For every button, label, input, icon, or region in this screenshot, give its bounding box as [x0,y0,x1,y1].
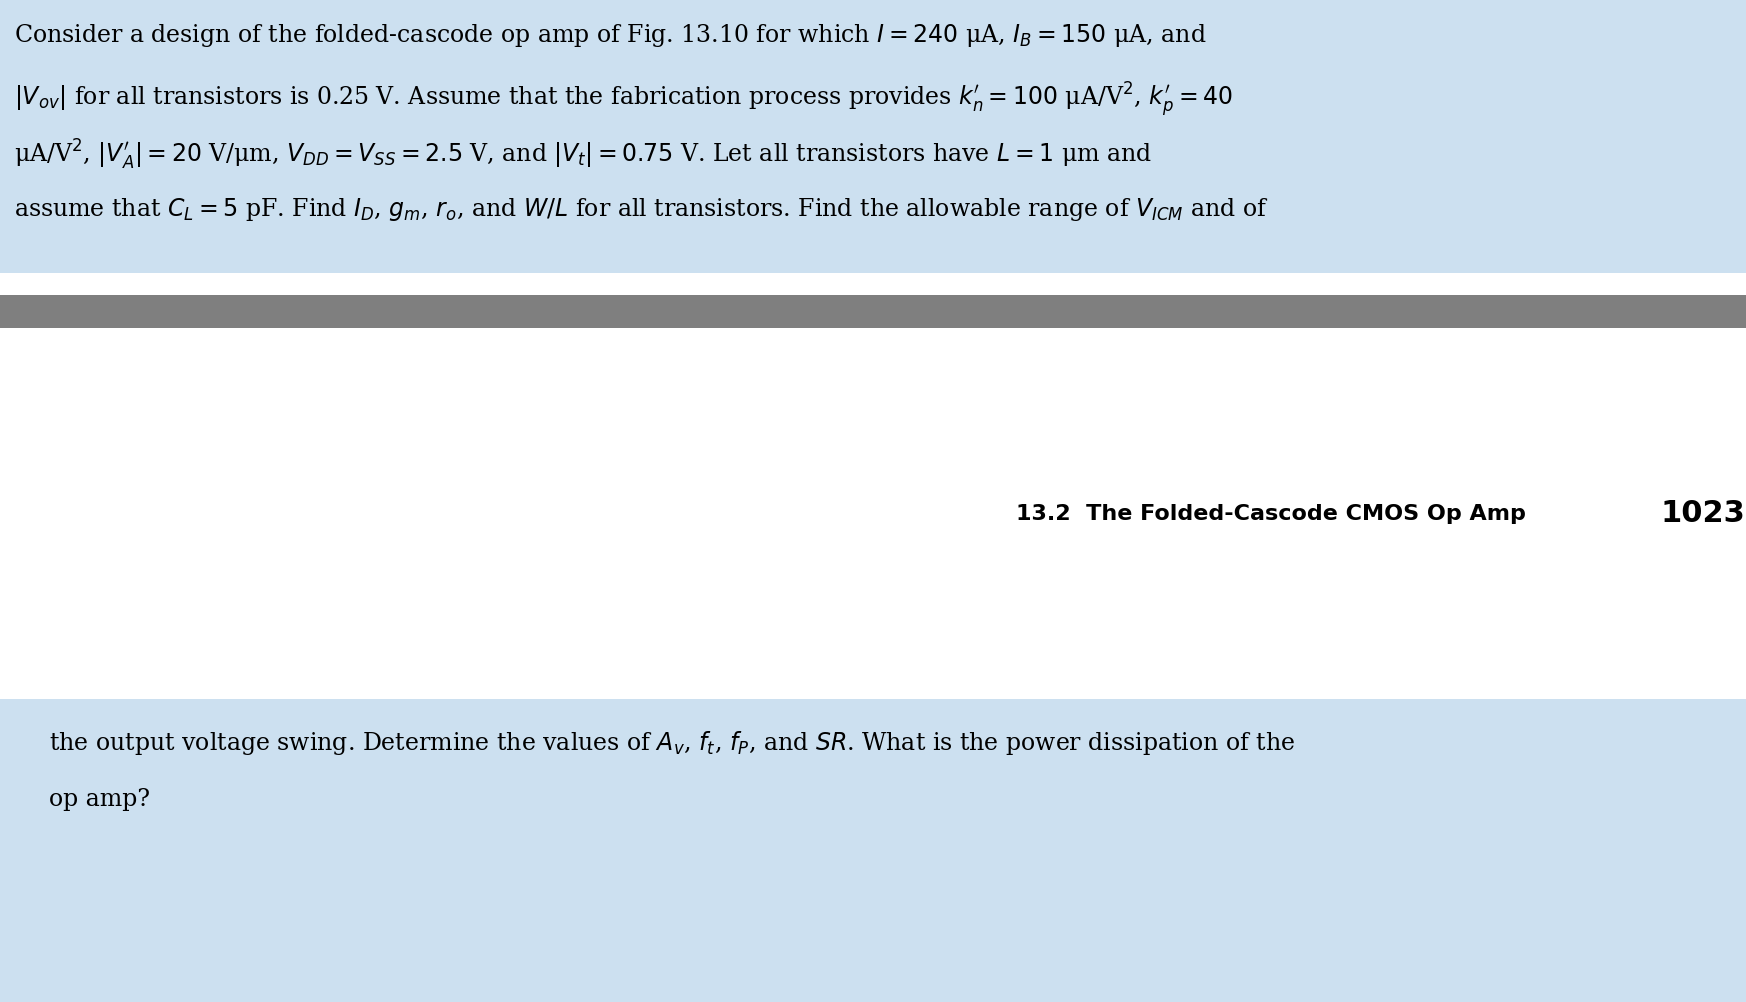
Text: the output voltage swing. Determine the values of $A_v$, $f_t$, $f_P$, and $SR$.: the output voltage swing. Determine the … [49,729,1296,758]
Text: μA/V$^2$, $|V_A^{\prime}| = 20$ V/μm, $V_{DD} = V_{SS} = 2.5$ V, and $|V_t| = 0.: μA/V$^2$, $|V_A^{\prime}| = 20$ V/μm, $V… [14,138,1152,172]
Text: 1023: 1023 [1660,499,1746,528]
FancyBboxPatch shape [0,0,1746,273]
Text: $|V_{ov}|$ for all transistors is 0.25 V. Assume that the fabrication process pr: $|V_{ov}|$ for all transistors is 0.25 V… [14,80,1233,119]
FancyBboxPatch shape [0,699,1746,1002]
FancyBboxPatch shape [0,295,1746,328]
Text: assume that $C_L = 5$ pF. Find $I_D$, $g_m$, $r_o$, and $W/L$ for all transistor: assume that $C_L = 5$ pF. Find $I_D$, $g… [14,196,1269,223]
Text: 13.2  The Folded-Cascode CMOS Op Amp: 13.2 The Folded-Cascode CMOS Op Amp [1016,504,1526,523]
Text: Consider a design of the folded-cascode op amp of Fig. 13.10 for which $I = 240$: Consider a design of the folded-cascode … [14,22,1206,49]
Text: op amp?: op amp? [49,788,150,811]
